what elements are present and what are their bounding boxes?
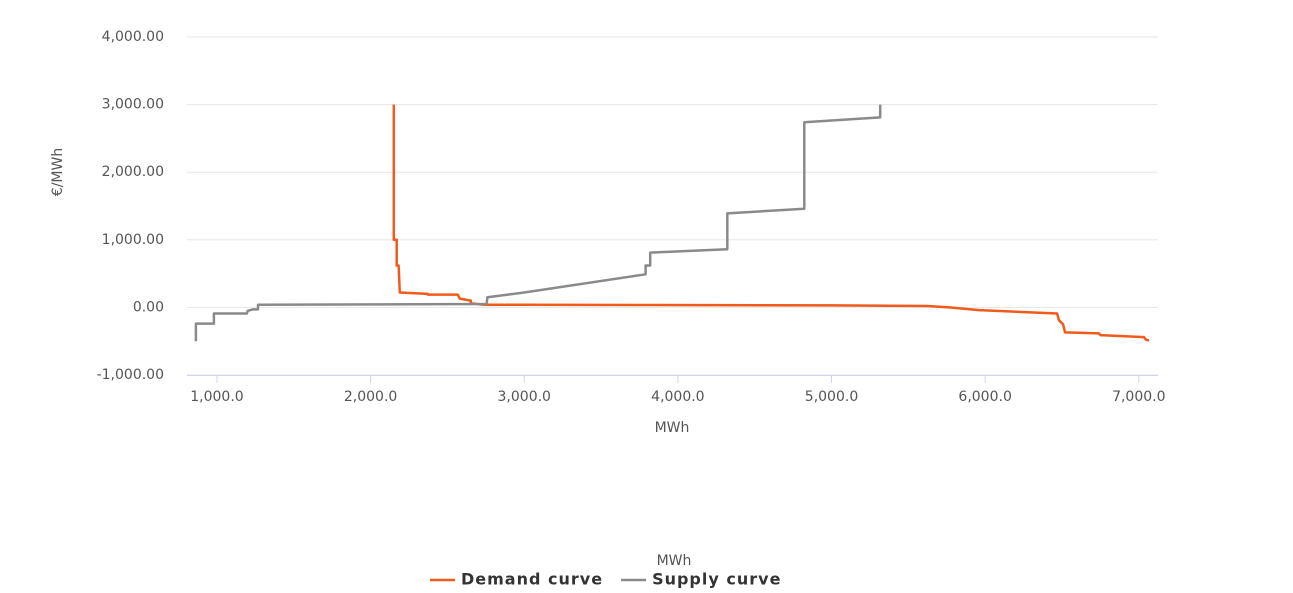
x-tick-label: 3,000.0 — [498, 389, 551, 405]
y-axis-label: €/MWh — [50, 148, 66, 196]
legend-text: Demand curve — [461, 570, 603, 589]
x-tick-label: 2,000.0 — [344, 389, 397, 405]
y-tick-label: 2,000.00 — [102, 164, 164, 180]
x-tick-label: 7,000.0 — [1112, 389, 1165, 405]
y-tick-label: -1,000.00 — [97, 367, 164, 383]
y-tick-label: 4,000.00 — [102, 29, 164, 45]
x-tick-label: 4,000.0 — [651, 389, 704, 405]
series-line — [392, 104, 1150, 342]
legend-text: Supply curve — [652, 570, 781, 589]
y-tick-label: 0.00 — [133, 299, 164, 315]
y-tick-label: 3,000.00 — [102, 97, 164, 113]
x-axis-label: MWh — [655, 420, 690, 436]
x-tick-label: 5,000.0 — [805, 389, 858, 405]
series-line — [194, 104, 882, 342]
x-tick-label: 1,000.0 — [190, 389, 243, 405]
x-tick-label: 6,000.0 — [958, 389, 1011, 405]
legend-title: MWh — [657, 553, 692, 569]
y-tick-label: 1,000.00 — [102, 232, 164, 248]
